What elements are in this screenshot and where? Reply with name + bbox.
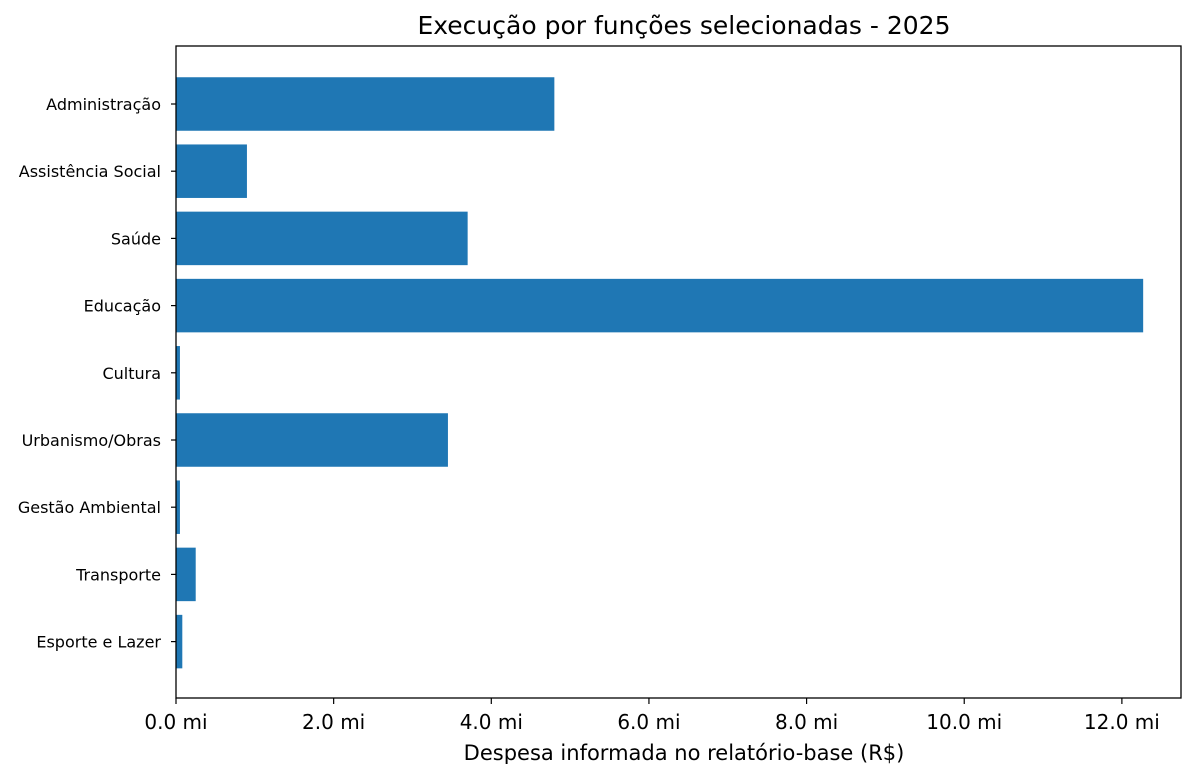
x-axis-ticks: 0.0 mi 2.0 mi 4.0 mi 6.0 mi 8.0 mi 10.0 mi 12.… (144, 698, 1160, 734)
y-tick-label: Saúde (111, 229, 161, 248)
x-axis-label: Despesa informada no relatório-base (R$) (464, 741, 905, 764)
y-tick-label: Assistência Social (19, 162, 161, 181)
bar (176, 77, 555, 131)
y-tick-label: Educação (84, 297, 161, 316)
bar (176, 346, 180, 400)
x-tick-label: 8.0 mi (775, 710, 838, 734)
y-tick-label: Urbanismo/Obras (22, 431, 161, 450)
bar (176, 278, 1144, 333)
y-tick-label: Administração (46, 95, 161, 114)
bars-group (176, 77, 1144, 669)
y-tick-label: Gestão Ambiental (18, 498, 161, 517)
y-tick-label: Cultura (102, 364, 161, 383)
x-tick-label: 0.0 mi (144, 710, 207, 734)
plot-frame (175, 45, 1182, 699)
x-tick-label: 6.0 mi (617, 710, 680, 734)
bar (176, 547, 196, 602)
bar (176, 413, 448, 467)
x-tick-label: 12.0 mi (1084, 710, 1160, 734)
bar (176, 614, 183, 669)
y-axis-ticks: Administração Assistência Social Saúde Educ… (18, 95, 176, 652)
y-tick-label: Esporte e Lazer (36, 633, 161, 652)
x-tick-label: 2.0 mi (302, 710, 365, 734)
bar (176, 480, 180, 534)
bar (176, 211, 468, 266)
chart-title: Execução por funções selecionadas - 2025 (417, 11, 950, 40)
y-tick-label: Transporte (75, 565, 161, 584)
x-tick-label: 10.0 mi (926, 710, 1002, 734)
bar (176, 144, 247, 198)
x-tick-label: 4.0 mi (460, 710, 523, 734)
